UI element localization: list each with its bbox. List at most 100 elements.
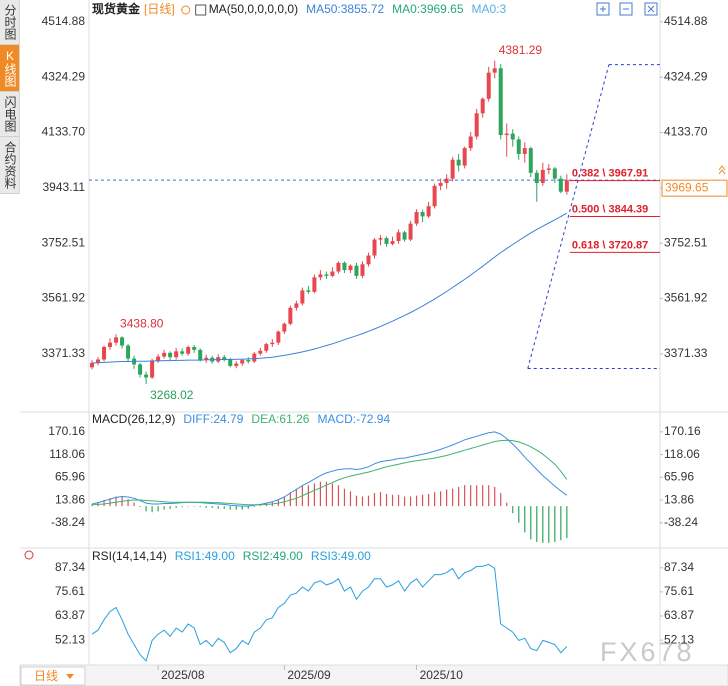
macd-line [91, 431, 568, 507]
y-tick-label: 4514.88 [664, 14, 708, 28]
macd-bar [421, 494, 424, 507]
candle-body [90, 362, 95, 368]
icon[interactable] [596, 2, 610, 16]
macd-bar [518, 506, 520, 523]
macd-bar [530, 506, 532, 540]
y-tick-label: 87.34 [664, 560, 694, 574]
y-tick-label: 3752.51 [42, 235, 86, 249]
macd-bar [343, 488, 346, 507]
y-tick-label: 75.61 [664, 584, 694, 598]
sidebar: 分时图 K线图 闪电图 合约资料 [0, 0, 20, 194]
macd-bar [415, 495, 418, 507]
legend-entry: DIFF:24.79 [183, 412, 243, 426]
y-tick-label: 4324.29 [42, 69, 86, 83]
candle-body [156, 356, 161, 361]
candle-body [474, 113, 479, 137]
candle-body [486, 72, 491, 99]
macd-bar [325, 481, 328, 507]
macd-bar [331, 483, 334, 507]
candle-body [330, 271, 335, 276]
candle-body [366, 255, 371, 265]
macd-bar [560, 506, 562, 541]
x-tick-label: 2025/08 [161, 668, 205, 682]
candle-body [204, 357, 209, 361]
sidebar-tab[interactable]: 合约资料 [0, 137, 19, 194]
candle-body [510, 133, 515, 140]
macd-bar [109, 498, 111, 507]
candle-body [288, 307, 293, 324]
macd-bar [524, 506, 526, 533]
candle-body [372, 239, 377, 256]
macd-bar [379, 492, 382, 507]
icon[interactable] [619, 2, 633, 16]
macd-bar [548, 506, 550, 543]
period-box[interactable] [20, 666, 86, 686]
macd-bar [319, 481, 322, 507]
macd-bar [205, 506, 207, 508]
macd-bar [470, 485, 472, 507]
candle-body [378, 238, 383, 240]
candle-body [504, 133, 509, 136]
sidebar-tab[interactable]: K线图 [0, 45, 19, 92]
macd-bar [397, 494, 400, 507]
candle-body [186, 347, 191, 354]
candle-body [108, 342, 113, 347]
macd-bar [446, 489, 448, 507]
macd-bar [151, 506, 153, 513]
panel-title: MACD(26,12,9) [92, 412, 175, 426]
macd-bar [536, 506, 538, 542]
macd-bar [133, 502, 135, 507]
candle-body [468, 136, 473, 149]
sidebar-tab[interactable]: 闪电图 [0, 92, 19, 137]
candle-body [540, 169, 545, 183]
macd-bar [295, 488, 297, 507]
period-selector[interactable]: 日线 [20, 666, 86, 686]
macd-bar [367, 495, 370, 507]
candle-body [342, 262, 347, 271]
candle-body [360, 264, 365, 276]
candle-body [552, 168, 557, 179]
y-tick-label: 63.87 [55, 608, 85, 622]
candle-body [282, 323, 287, 332]
period-selector-label[interactable]: 日线 [34, 669, 58, 683]
candle-body [120, 337, 125, 346]
macd-bar [139, 506, 141, 508]
icon[interactable] [644, 2, 658, 16]
last-price-label: 3969.65 [665, 180, 709, 194]
candle-body [168, 352, 173, 358]
panel-title: 现货黄金 [92, 1, 141, 16]
macd-bar [385, 493, 388, 507]
candle-body [420, 212, 425, 217]
macd-bar [464, 485, 466, 507]
candle-body [432, 185, 437, 207]
candle-body [348, 265, 353, 271]
sidebar-tab[interactable]: 分时图 [0, 0, 19, 45]
candle-body [312, 277, 317, 292]
settings-icon [181, 5, 191, 15]
candle-body [150, 360, 155, 378]
candle-body [534, 172, 539, 183]
macd-bar [289, 492, 291, 507]
macd-bar [253, 506, 255, 508]
macd-bar [223, 506, 225, 509]
legend-entry: MA0:3969.65 [392, 2, 464, 16]
toolbar-icons[interactable] [596, 2, 658, 16]
legend-entry: RSI3:49.00 [311, 549, 371, 563]
macd-bar [409, 496, 412, 507]
macd-bar [259, 505, 261, 507]
candle-body [564, 180, 569, 192]
y-tick-label: 3752.51 [664, 235, 708, 249]
icon-glyph [600, 5, 655, 13]
indicator-label: MA(50,0,0,0,0,0) [209, 2, 298, 16]
y-tick-label: 170.16 [48, 424, 85, 438]
macd-bar [235, 506, 237, 510]
candle-body [102, 347, 107, 360]
macd-bar [145, 506, 147, 512]
candle-body [384, 238, 389, 244]
macd-bar [355, 495, 358, 507]
candle-body [546, 168, 551, 170]
legend-entry: MA50:3855.72 [306, 2, 384, 16]
candle-body [318, 274, 323, 278]
macd-bar [440, 491, 442, 507]
